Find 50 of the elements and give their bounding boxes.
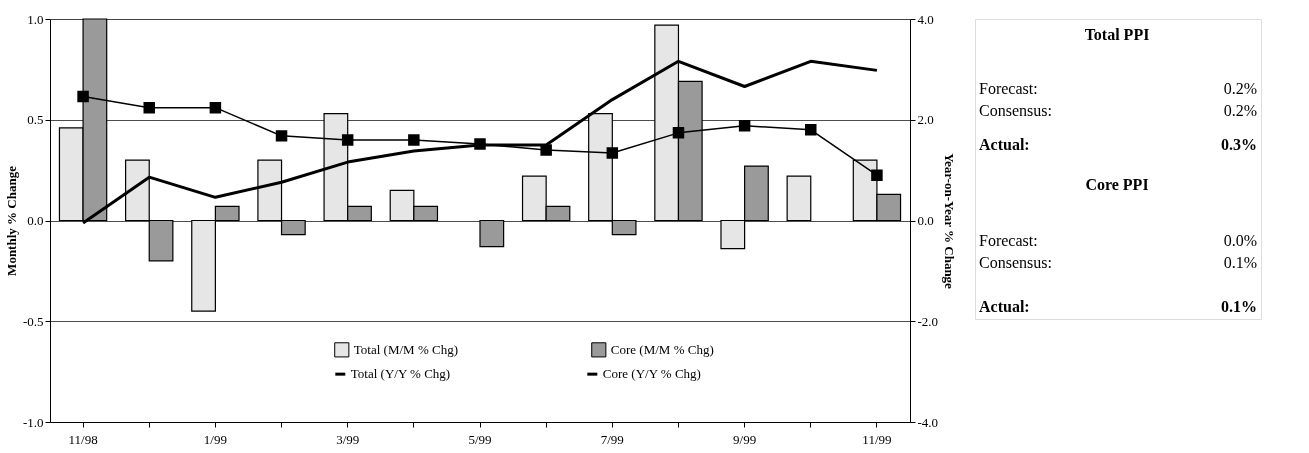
text: 0.2% [1223, 80, 1257, 97]
text: 0.2% [1223, 102, 1257, 119]
y2-tick-label: -2.0 [917, 313, 939, 329]
point [77, 90, 89, 103]
text: 0.0% [1223, 232, 1257, 249]
x-tick-label: 7/99 [600, 431, 624, 447]
legend-label: Total (M/M % Chg) [353, 341, 458, 357]
text: Total PPI [1084, 26, 1150, 43]
point [540, 144, 552, 156]
y-tick-label: 0.5 [27, 112, 44, 128]
point [143, 101, 155, 114]
y-tick-label: -0.5 [22, 313, 44, 329]
text: Forecast: [979, 80, 1038, 97]
legend-label: Total (Y/Y % Chg) [350, 366, 451, 382]
x-tick-label: 3/99 [336, 431, 360, 447]
y2-tick-label: 0.0 [917, 213, 934, 228]
y2-axis-title: Year-on-Year % Change [942, 153, 958, 290]
legend-label: Core (Y/Y % Chg) [602, 366, 701, 382]
text: 0.1% [1223, 254, 1257, 271]
y-axis-title: Monthly % Change [3, 165, 19, 276]
point [474, 138, 486, 150]
y-tick-label: 0.0 [27, 213, 44, 228]
point [408, 134, 420, 146]
point [672, 127, 685, 139]
text: Actual: [979, 136, 1030, 153]
point [871, 169, 883, 181]
legend-label: Core (M/M % Chg) [610, 341, 714, 357]
x-tick-label: 11/98 [68, 431, 98, 447]
point [341, 134, 354, 146]
text: Actual: [979, 298, 1030, 315]
text: 0.1% [1221, 298, 1257, 315]
y2-tick-label: -4.0 [917, 414, 939, 430]
point [275, 130, 288, 142]
y2-tick-label: 2.0 [917, 112, 934, 128]
point [738, 120, 751, 132]
point [209, 101, 222, 114]
x-tick-label: 1/99 [203, 431, 227, 447]
text: Consensus: [979, 102, 1052, 119]
text: 0.3% [1221, 136, 1257, 153]
x-tick-label: 11/99 [862, 431, 892, 447]
point [606, 147, 619, 159]
text: Forecast: [979, 232, 1038, 249]
y-tick-label: 1.0 [27, 11, 44, 27]
x-tick-label: 9/99 [733, 431, 757, 447]
point [805, 124, 817, 136]
text: Consensus: [979, 254, 1052, 271]
y2-tick-label: 4.0 [917, 11, 934, 27]
y-tick-label: -1.0 [22, 414, 44, 430]
text: Core PPI [1085, 176, 1149, 193]
x-tick-label: 5/99 [468, 431, 492, 447]
